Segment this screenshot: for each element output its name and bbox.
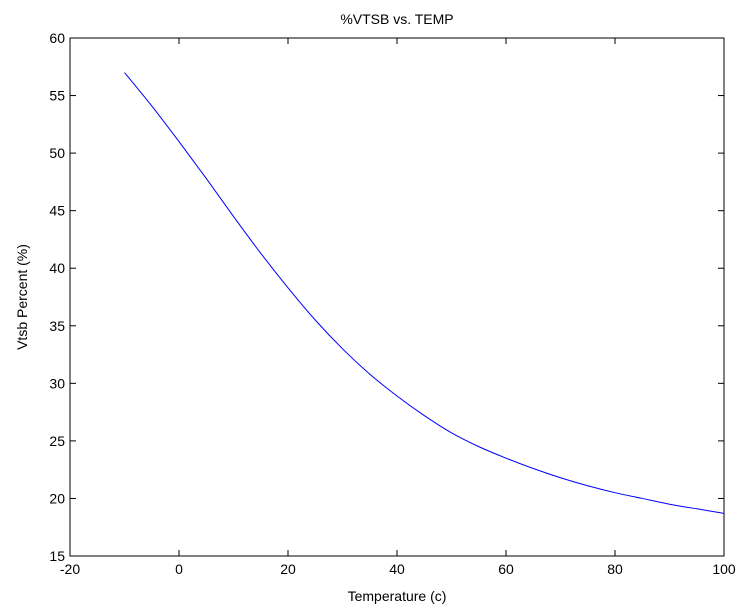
y-tick-label: 50: [49, 145, 65, 161]
x-tick-label: 60: [498, 561, 514, 577]
y-tick-label: 30: [49, 375, 65, 391]
x-tick-label: 40: [389, 561, 405, 577]
y-tick-label: 40: [49, 260, 65, 276]
y-tick-label: 25: [49, 433, 65, 449]
x-tick-label: 0: [175, 561, 183, 577]
series-layer: [124, 72, 725, 514]
x-tick-label: 20: [280, 561, 296, 577]
y-axis-label: Vtsb Percent (%): [14, 244, 30, 350]
y-tick-label: 55: [49, 88, 65, 104]
y-tick-label: 45: [49, 203, 65, 219]
series-line: [124, 72, 725, 514]
y-tick-label: 35: [49, 318, 65, 334]
y-tick-label: 15: [49, 548, 65, 564]
x-axis-label: Temperature (c): [348, 588, 447, 604]
chart-title: %VTSB vs. TEMP: [340, 11, 453, 27]
y-tick-label: 60: [49, 30, 65, 46]
x-tick-label: -20: [60, 561, 80, 577]
axis-ticks: [69, 37, 725, 557]
x-tick-label: 100: [712, 561, 736, 577]
y-tick-label: 20: [49, 490, 65, 506]
plot-area: [69, 37, 725, 557]
axis-tick-labels: -20 0 20 40 60 80 100 15 20 25 30 35 40 45 50 55 60: [49, 30, 735, 577]
x-tick-label: 80: [607, 561, 623, 577]
